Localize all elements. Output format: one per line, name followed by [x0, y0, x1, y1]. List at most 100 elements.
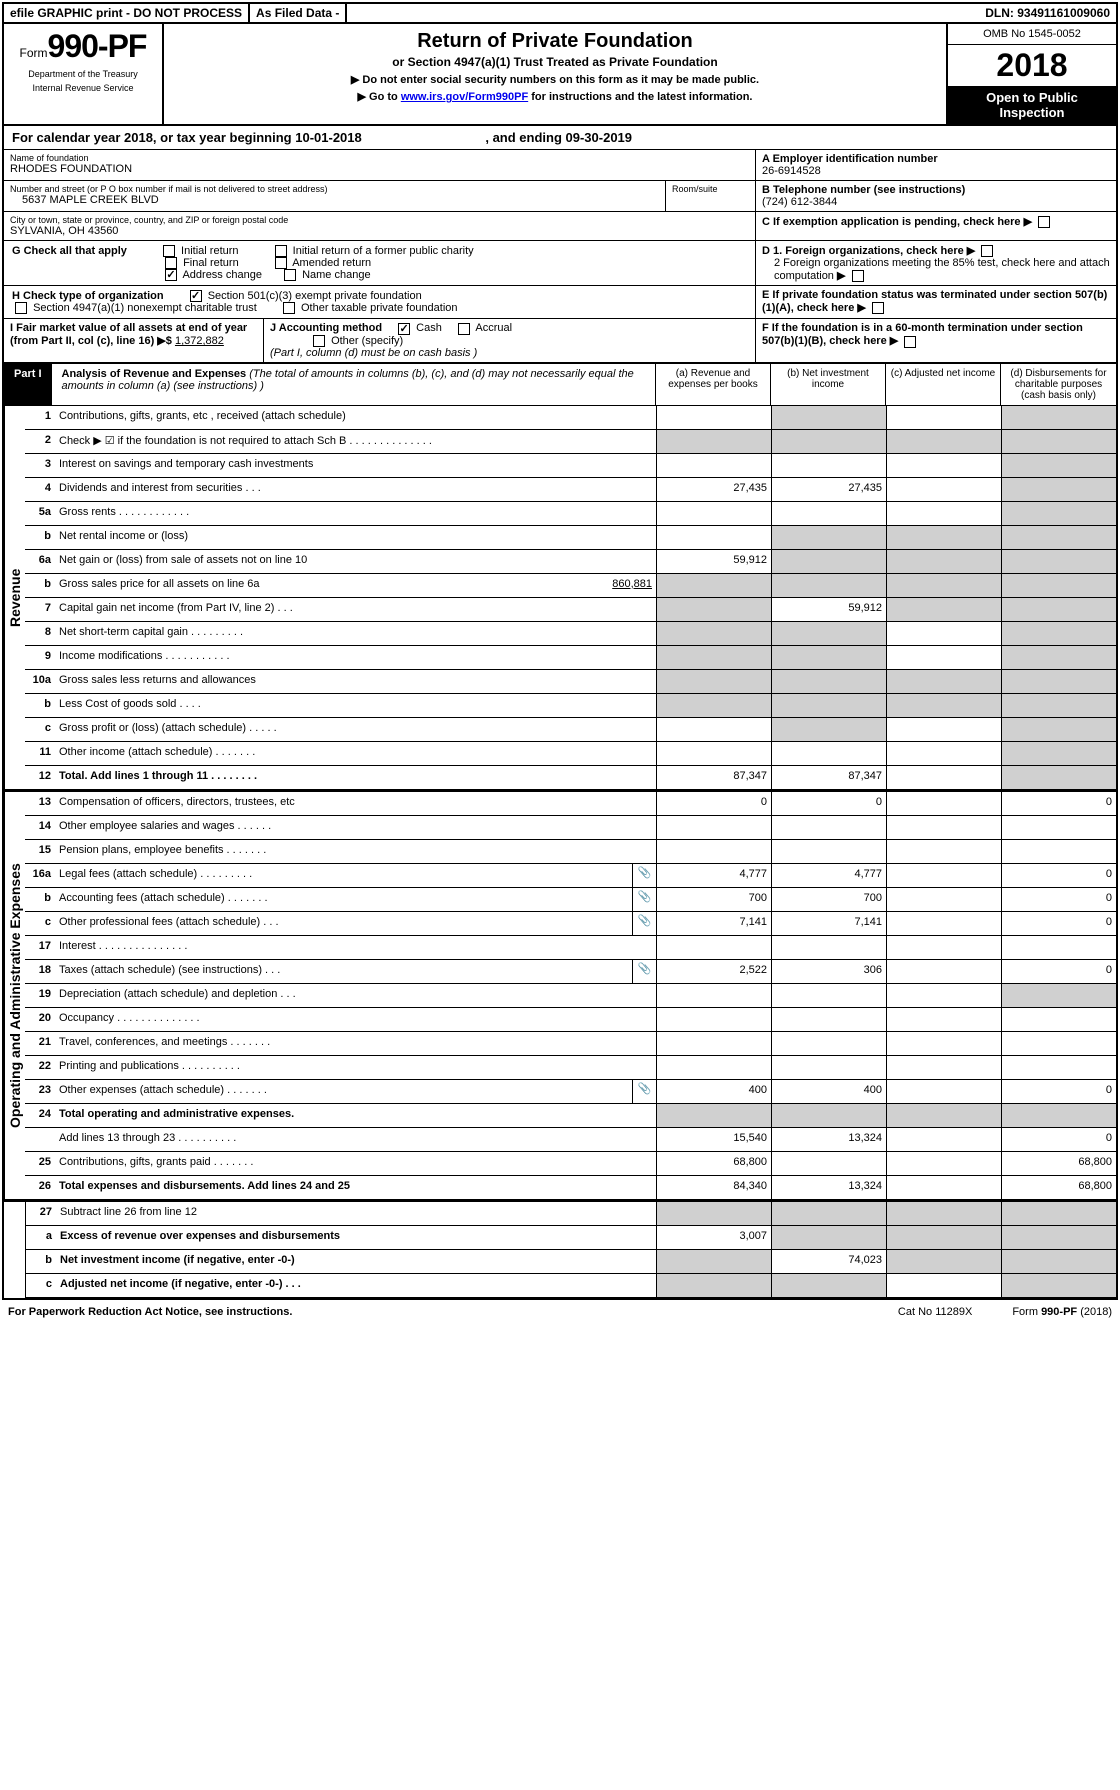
line-desc: Depreciation (attach schedule) and deple… — [55, 984, 656, 1007]
g-opt-5: Name change — [302, 269, 371, 281]
col-d — [1001, 1202, 1116, 1225]
col-b — [771, 406, 886, 429]
d2-checkbox[interactable] — [852, 270, 864, 282]
f-checkbox[interactable] — [904, 336, 916, 348]
col-b — [771, 718, 886, 741]
line-17: 17 Interest . . . . . . . . . . . . . . … — [25, 936, 1116, 960]
line-4: 4 Dividends and interest from securities… — [25, 478, 1116, 502]
col-b: 4,777 — [771, 864, 886, 887]
line-num: b — [26, 1250, 56, 1273]
arrow-icon: ▶ — [837, 270, 845, 282]
col-c — [886, 478, 1001, 501]
line-desc: Printing and publications . . . . . . . … — [55, 1056, 656, 1079]
h-501c3-checkbox[interactable]: ✓ — [190, 290, 202, 302]
line-num: c — [25, 912, 55, 935]
line-num: c — [26, 1274, 56, 1297]
name-label: Name of foundation — [10, 153, 749, 163]
j-accrual-checkbox[interactable] — [458, 323, 470, 335]
col-b — [771, 646, 886, 669]
line-num: 6a — [25, 550, 55, 573]
col-d — [1001, 1274, 1116, 1297]
g-label: G Check all that apply — [12, 245, 127, 257]
line-12: 12 Total. Add lines 1 through 11 . . . .… — [25, 766, 1116, 790]
column-headers: (a) Revenue and expenses per books (b) N… — [655, 364, 1116, 405]
col-b: 7,141 — [771, 912, 886, 935]
line-num: 10a — [25, 670, 55, 693]
j-other: Other (specify) — [331, 335, 403, 347]
col-b — [771, 694, 886, 717]
phone-value: (724) 612-3844 — [762, 196, 1110, 208]
attachment-icon[interactable]: 📎 — [632, 888, 656, 911]
g-namechange-checkbox[interactable] — [284, 269, 296, 281]
line-desc: Other professional fees (attach schedule… — [55, 912, 632, 935]
irs-link[interactable]: www.irs.gov/Form990PF — [401, 91, 528, 103]
col-b-header: (b) Net investment income — [771, 364, 886, 405]
open-to-public: Open to Public Inspection — [948, 86, 1116, 124]
col-c — [886, 840, 1001, 863]
c-checkbox[interactable] — [1038, 216, 1050, 228]
line-desc: Gross sales price for all assets on line… — [55, 574, 656, 597]
attachment-icon[interactable]: 📎 — [632, 960, 656, 983]
line-27: 27 Subtract line 26 from line 12 — [26, 1202, 1116, 1226]
dln-value: 93491161009060 — [1017, 6, 1110, 20]
e-checkbox[interactable] — [872, 302, 884, 314]
col-b — [771, 1274, 886, 1297]
col-a — [656, 816, 771, 839]
line-8: 8 Net short-term capital gain . . . . . … — [25, 622, 1116, 646]
attachment-icon[interactable]: 📎 — [632, 1080, 656, 1103]
line-desc: Occupancy . . . . . . . . . . . . . . — [55, 1008, 656, 1031]
g-opt-0: Initial return — [181, 245, 238, 257]
dln-cell: DLN: 93491161009060 — [979, 4, 1116, 22]
g-address-checkbox[interactable]: ✓ — [165, 269, 177, 281]
tax-year: 2018 — [948, 45, 1116, 86]
col-a — [656, 1032, 771, 1055]
col-b: 400 — [771, 1080, 886, 1103]
header-middle: Return of Private Foundation or Section … — [164, 24, 946, 124]
page-footer: For Paperwork Reduction Act Notice, see … — [0, 1302, 1120, 1322]
line-desc: Total expenses and disbursements. Add li… — [55, 1176, 656, 1199]
line-desc: Legal fees (attach schedule) . . . . . .… — [55, 864, 632, 887]
g-amended-checkbox[interactable] — [275, 257, 287, 269]
g-final-checkbox[interactable] — [165, 257, 177, 269]
i-value: 1,372,882 — [175, 335, 224, 347]
name-ein-row: Name of foundation RHODES FOUNDATION A E… — [4, 150, 1116, 181]
col-d — [1001, 1104, 1116, 1127]
line-desc: Travel, conferences, and meetings . . . … — [55, 1032, 656, 1055]
j-section: J Accounting method ✓ Cash Accrual Other… — [264, 319, 756, 361]
f-section: F If the foundation is in a 60-month ter… — [756, 319, 1116, 361]
d1-checkbox[interactable] — [981, 245, 993, 257]
line-desc: Taxes (attach schedule) (see instruction… — [55, 960, 632, 983]
line-23: 23 Other expenses (attach schedule) . . … — [25, 1080, 1116, 1104]
col-c — [886, 1176, 1001, 1199]
h-4947-checkbox[interactable] — [15, 302, 27, 314]
j-cash-checkbox[interactable]: ✓ — [398, 323, 410, 335]
attachment-icon[interactable]: 📎 — [632, 912, 656, 935]
line-25: 25 Contributions, gifts, grants paid . .… — [25, 1152, 1116, 1176]
line-desc: Check ▶ ☑ if the foundation is not requi… — [55, 430, 656, 453]
line-num: b — [25, 694, 55, 717]
col-c — [886, 1008, 1001, 1031]
col-c — [886, 766, 1001, 789]
g-initial-checkbox[interactable] — [163, 245, 175, 257]
form-number: Form990-PF — [8, 28, 158, 65]
col-c — [886, 1080, 1001, 1103]
revenue-rows: 1 Contributions, gifts, grants, etc , re… — [25, 406, 1116, 790]
col-d — [1001, 984, 1116, 1007]
g-former-checkbox[interactable] — [275, 245, 287, 257]
col-c — [886, 670, 1001, 693]
line-num: 9 — [25, 646, 55, 669]
h-other-checkbox[interactable] — [283, 302, 295, 314]
col-b — [771, 526, 886, 549]
arrow-icon: ▶ — [890, 335, 898, 347]
line-desc: Other expenses (attach schedule) . . . .… — [55, 1080, 632, 1103]
col-a: 0 — [656, 792, 771, 815]
line-13: 13 Compensation of officers, directors, … — [25, 792, 1116, 816]
j-cash: Cash — [416, 322, 442, 334]
warning-1: ▶ Do not enter social security numbers o… — [174, 73, 936, 86]
attachment-icon[interactable]: 📎 — [632, 864, 656, 887]
line-desc: Adjusted net income (if negative, enter … — [56, 1274, 656, 1297]
j-other-checkbox[interactable] — [313, 335, 325, 347]
line-num: 11 — [25, 742, 55, 765]
line-num: 22 — [25, 1056, 55, 1079]
col-d — [1001, 1032, 1116, 1055]
